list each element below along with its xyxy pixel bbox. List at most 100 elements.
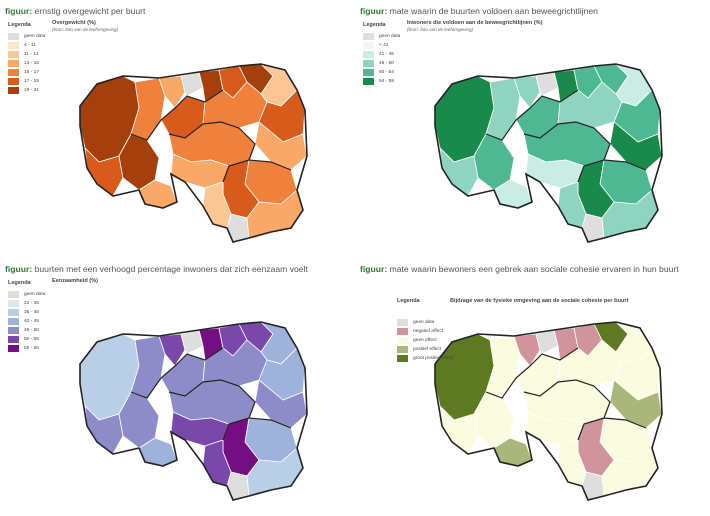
legend-item: 41 - 46 xyxy=(363,50,400,59)
variable-label: Inwoners die voldoen aan de beweegrichtl… xyxy=(407,20,543,26)
district-boundary xyxy=(222,417,292,441)
panel-overgewicht: figuur: ernstig overgewicht per buurt Le… xyxy=(0,0,355,258)
neighbourhood-south-grey xyxy=(581,213,605,243)
legend-swatch xyxy=(363,51,374,58)
neighbourhood-north-1 xyxy=(513,333,541,367)
legend-title: Legenda xyxy=(397,298,420,304)
legend-item: geen data xyxy=(397,318,453,327)
legend-swatch xyxy=(363,42,374,49)
legend-item: 55 - 60 xyxy=(8,344,45,353)
legend-swatch xyxy=(8,69,19,76)
district-boundary xyxy=(577,159,647,183)
legend-swatch xyxy=(397,328,408,335)
legend-swatch xyxy=(8,87,19,94)
legend-swatch xyxy=(8,309,19,316)
district-boundary xyxy=(485,89,579,141)
legend-item: 19 - 31 xyxy=(8,86,45,95)
legend-swatch xyxy=(397,355,408,362)
legend-item: positief effect xyxy=(397,345,453,354)
legend-swatch xyxy=(8,345,19,352)
variable-label: Bijdrage van de fysieke omgeving aan de … xyxy=(450,298,629,304)
neighbourhood-south-grey xyxy=(226,471,250,501)
district-boundary xyxy=(222,159,292,183)
legend-swatch xyxy=(397,337,408,344)
legend-item: 35 - 40 xyxy=(8,308,45,317)
neighbourhood-south-grey xyxy=(581,471,605,501)
legend-item: 13 - 15 xyxy=(8,59,45,68)
legend: geen data < 41 41 - 46 46 - 50 50 - 54 5… xyxy=(363,32,400,86)
legend-item: 15 - 17 xyxy=(8,68,45,77)
legend-item: geen effect xyxy=(397,336,453,345)
neighbourhood-south-grey xyxy=(226,213,250,243)
legend-swatch xyxy=(8,51,19,58)
legend: geen data 22 - 35 35 - 40 40 - 45 45 - 5… xyxy=(8,290,45,353)
panel-title: figuur: mate waarin bewoners een gebrek … xyxy=(360,264,679,274)
legend-swatch xyxy=(8,33,19,40)
legend-swatch xyxy=(8,42,19,49)
city-outline xyxy=(79,63,308,243)
legend-swatch xyxy=(363,69,374,76)
legend-item: 50 - 54 xyxy=(363,68,400,77)
district-boundary xyxy=(168,121,256,161)
panel-title: figuur: buurten met een verhoogd percent… xyxy=(5,264,308,274)
legend-swatch xyxy=(8,291,19,298)
legend-item: geen data xyxy=(8,32,45,41)
district-boundary xyxy=(168,379,256,419)
map-beweegrichtlijnen xyxy=(434,63,663,243)
panel-title: figuur: mate waarin de buurten voldoen a… xyxy=(360,6,598,16)
district-boundary xyxy=(130,89,224,141)
district-boundary xyxy=(523,121,611,161)
district-boundary xyxy=(523,379,611,419)
legend-item: 54 - 59 xyxy=(363,77,400,86)
city-outline xyxy=(79,321,308,501)
legend-item: < 41 xyxy=(363,41,400,50)
district-boundary xyxy=(485,347,579,399)
panel-beweegrichtlijnen: figuur: mate waarin de buurten voldoen a… xyxy=(355,0,710,258)
legend-item: 50 - 55 xyxy=(8,335,45,344)
panel-sociale-cohesie: figuur: mate waarin bewoners een gebrek … xyxy=(355,258,710,516)
district-boundary xyxy=(577,417,647,441)
legend-item: negatief effect xyxy=(397,327,453,336)
legend-item: 46 - 50 xyxy=(363,59,400,68)
city-outline xyxy=(434,63,663,243)
neighbourhood-north-1 xyxy=(513,75,541,109)
district-boundary xyxy=(130,347,224,399)
city-outline xyxy=(434,321,663,501)
legend-swatch xyxy=(363,78,374,85)
legend-item: groot positief effect xyxy=(397,354,453,363)
map-overgewicht xyxy=(79,63,308,243)
neighbourhood-east-2 xyxy=(254,121,308,171)
legend-swatch xyxy=(363,33,374,40)
map-sociale-cohesie xyxy=(434,321,663,501)
map-eenzaamheid xyxy=(79,321,308,501)
legend-swatch xyxy=(397,346,408,353)
legend-item: geen data xyxy=(8,290,45,299)
legend-swatch xyxy=(8,60,19,67)
legend: geen data 4 - 11 11 - 13 13 - 15 15 - 17… xyxy=(8,32,45,95)
neighbourhood-north-1 xyxy=(158,333,186,367)
legend-swatch xyxy=(8,318,19,325)
legend-item: 17 - 19 xyxy=(8,77,45,86)
legend-item: 11 - 13 xyxy=(8,50,45,59)
neighbourhood-east-2 xyxy=(609,379,663,429)
neighbourhood-north-1 xyxy=(158,75,186,109)
variable-label: Overgewicht (%) xyxy=(52,20,96,26)
neighbourhood-east-2 xyxy=(609,121,663,171)
legend-swatch xyxy=(8,327,19,334)
legend-item: 45 - 50 xyxy=(8,326,45,335)
legend-swatch xyxy=(8,300,19,307)
legend-item: 4 - 11 xyxy=(8,41,45,50)
source-note: (bron: foto van de leefomgeving) xyxy=(407,27,474,32)
legend-swatch xyxy=(8,336,19,343)
variable-label: Eenzaamheid (%) xyxy=(52,278,99,284)
legend-swatch xyxy=(8,78,19,85)
source-note: (bron: foto van de leefomgeving) xyxy=(52,27,119,32)
legend-swatch xyxy=(397,319,408,326)
legend-item: 40 - 45 xyxy=(8,317,45,326)
legend-item: geen data xyxy=(363,32,400,41)
legend-item: 22 - 35 xyxy=(8,299,45,308)
legend-swatch xyxy=(363,60,374,67)
neighbourhood-east-2 xyxy=(254,379,308,429)
panel-title: figuur: ernstig overgewicht per buurt xyxy=(5,6,146,16)
legend: geen data negatief effect geen effect po… xyxy=(397,318,453,363)
